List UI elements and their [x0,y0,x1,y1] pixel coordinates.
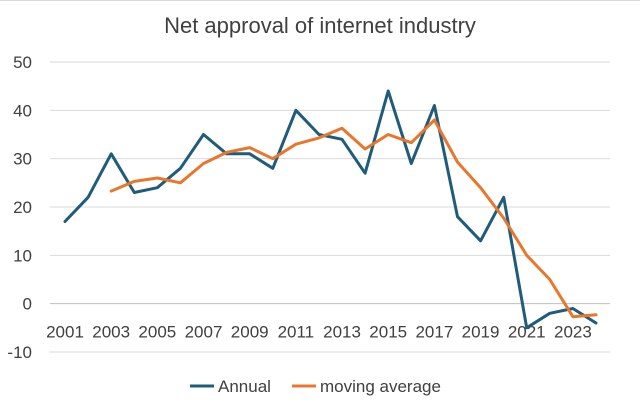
y-tick-label: 40 [13,101,32,120]
y-tick-label: 0 [23,295,32,314]
legend-label-annual: Annual [218,377,271,396]
series-lines [63,89,598,330]
y-tick-label: 50 [13,53,32,72]
x-tick-label: 2009 [231,323,269,342]
x-tick-label: 2007 [185,323,223,342]
series-line-moving-average [109,118,598,319]
y-axis-tick-labels: -10 0 10 20 30 40 50 [7,53,32,362]
x-tick-label: 2021 [508,323,546,342]
y-tick-label: 10 [13,246,32,265]
y-tick-label: 30 [13,150,32,169]
chart-title: Net approval of internet industry [164,13,476,38]
x-tick-label: 2003 [92,323,130,342]
legend-label-moving-average: moving average [320,377,441,396]
gridlines [50,61,610,353]
x-tick-label: 2023 [554,323,592,342]
top-border [0,0,640,1]
x-tick-label: 2017 [415,323,453,342]
x-tick-label: 2019 [462,323,500,342]
x-tick-label: 2011 [278,323,315,342]
y-tick-label: 20 [13,198,32,217]
series-line-annual [63,89,598,330]
y-tick-label: -10 [7,343,32,362]
x-tick-label: 2013 [323,323,361,342]
x-tick-label: 2001 [46,323,84,342]
x-tick-label: 2005 [138,323,176,342]
x-tick-label: 2015 [369,323,407,342]
legend: Annual moving average [190,377,441,396]
x-axis-tick-labels: 2001 2003 2005 2007 2009 2011 2013 2015 2017 2019… [46,323,592,342]
